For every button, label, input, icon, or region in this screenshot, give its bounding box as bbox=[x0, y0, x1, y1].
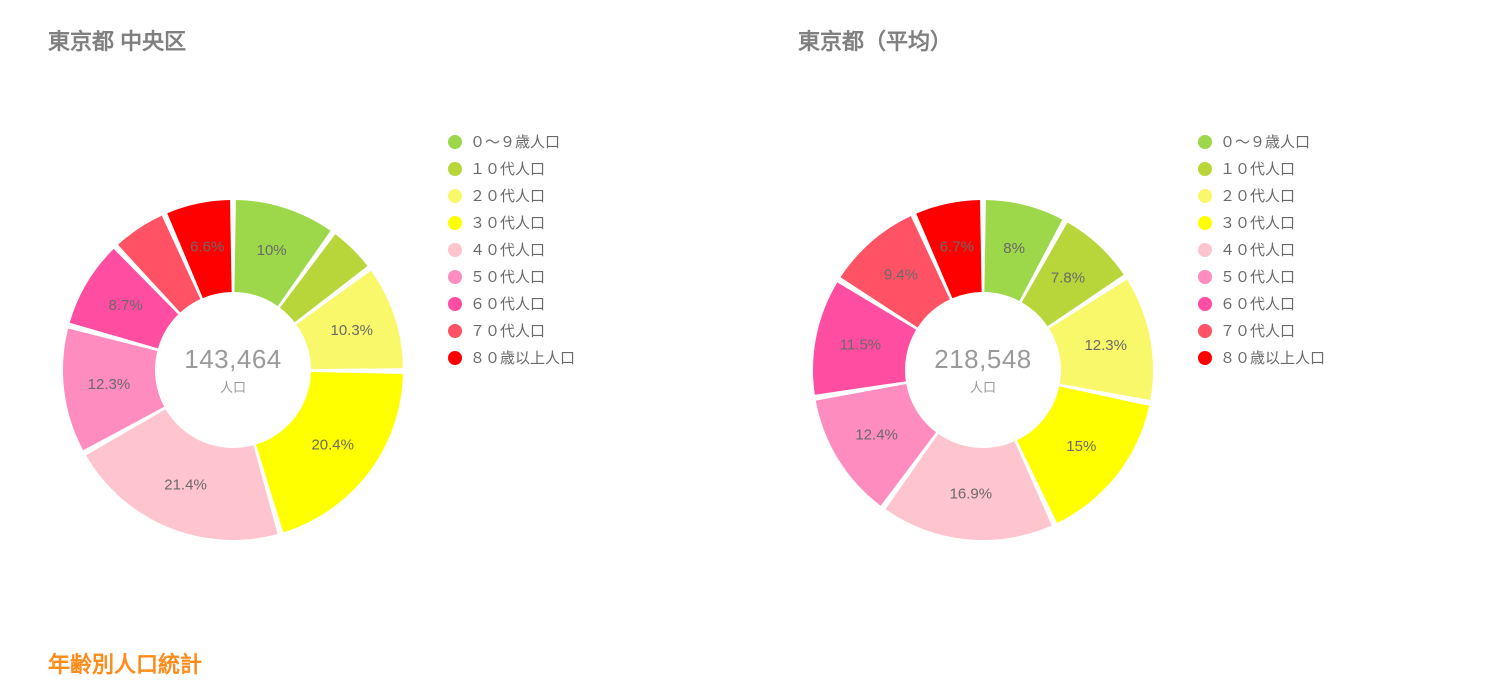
donut-chart: 10% 10.3% 20.4% 21.4% 12.3% 8.7% 6.6% bbox=[58, 195, 408, 545]
legend-label: ６０代人口 bbox=[1220, 293, 1295, 314]
slice-label: 6.7% bbox=[940, 239, 974, 256]
legend-item: ２０代人口 bbox=[448, 182, 575, 209]
legend-label: ５０代人口 bbox=[1220, 266, 1295, 287]
legend-item: ０～９歳人口 bbox=[1198, 128, 1325, 155]
donut-chart: 8% 7.8% 12.3% 15% 16.9% 12.4% 11.5% 9.4% 6.7% bbox=[808, 195, 1158, 545]
legend-label: １０代人口 bbox=[1220, 158, 1295, 179]
slice-label: 10% bbox=[257, 242, 287, 259]
legend-label: ３０代人口 bbox=[1220, 212, 1295, 233]
legend-dot-icon bbox=[448, 324, 462, 338]
legend-dot-icon bbox=[1198, 351, 1212, 365]
legend-item: ８０歳以上人口 bbox=[1198, 344, 1325, 371]
slice-label: 12.4% bbox=[855, 427, 898, 444]
legend-dot-icon bbox=[1198, 243, 1212, 257]
panel-title-right: 東京都（平均） bbox=[798, 24, 1494, 56]
legend-item: ４０代人口 bbox=[1198, 236, 1325, 263]
slice-label: 8.7% bbox=[109, 297, 143, 314]
legend-dot-icon bbox=[1198, 270, 1212, 284]
legend-label: ７０代人口 bbox=[470, 320, 545, 341]
legend-dot-icon bbox=[448, 351, 462, 365]
donut-left: 10%10.3%20.4%21.4%12.3%8.7%6.6%143,464人口 bbox=[58, 195, 408, 545]
legend-label: ４０代人口 bbox=[1220, 239, 1295, 260]
legend-label: ８０歳以上人口 bbox=[470, 347, 575, 368]
legend-item: ６０代人口 bbox=[448, 290, 575, 317]
legend-dot-icon bbox=[448, 243, 462, 257]
legend-label: ２０代人口 bbox=[470, 185, 545, 206]
legend-label: ４０代人口 bbox=[470, 239, 545, 260]
legend-item: ５０代人口 bbox=[448, 263, 575, 290]
slice-label: 12.3% bbox=[1084, 337, 1127, 354]
legend-label: ６０代人口 bbox=[470, 293, 545, 314]
legend-item: ６０代人口 bbox=[1198, 290, 1325, 317]
legend-dot-icon bbox=[1198, 297, 1212, 311]
legend-item: １０代人口 bbox=[448, 155, 575, 182]
legend-label: ３０代人口 bbox=[470, 212, 545, 233]
slice-label: 10.3% bbox=[330, 322, 373, 339]
legend-dot-icon bbox=[1198, 189, 1212, 203]
legend-item: ５０代人口 bbox=[1198, 263, 1325, 290]
panel-tokyo-avg: 東京都（平均） 8% 7.8% 12.3% 15% 16.9% 12.4% 11.5% 9.4… bbox=[798, 0, 1494, 620]
donut-right: 8%7.8%12.3%15%16.9%12.4%11.5%9.4%6.7%218… bbox=[808, 195, 1158, 545]
legend-item: ３０代人口 bbox=[448, 209, 575, 236]
slice-label: 21.4% bbox=[164, 477, 207, 494]
slice-label: 6.6% bbox=[190, 239, 224, 256]
legend-item: ７０代人口 bbox=[448, 317, 575, 344]
legend-dot-icon bbox=[448, 135, 462, 149]
legend-label: ８０歳以上人口 bbox=[1220, 347, 1325, 368]
legend-item: ０～９歳人口 bbox=[448, 128, 575, 155]
legend-item: ４０代人口 bbox=[448, 236, 575, 263]
slice-label: 16.9% bbox=[950, 485, 993, 502]
legend-label: ０～９歳人口 bbox=[470, 131, 560, 152]
legend-item: ２０代人口 bbox=[1198, 182, 1325, 209]
legend-dot-icon bbox=[448, 297, 462, 311]
legend-right: ０～９歳人口 １０代人口 ２０代人口 ３０代人口 ４０代人口 ５０代人口 ６０代人口 ７０代人… bbox=[1198, 128, 1325, 371]
legend-label: １０代人口 bbox=[470, 158, 545, 179]
slice-label: 11.5% bbox=[840, 336, 881, 353]
legend-dot-icon bbox=[448, 270, 462, 284]
slice-label: 15% bbox=[1066, 438, 1096, 455]
legend-label: ２０代人口 bbox=[1220, 185, 1295, 206]
legend-item: ３０代人口 bbox=[1198, 209, 1325, 236]
legend-dot-icon bbox=[1198, 324, 1212, 338]
slice-label: 12.3% bbox=[88, 376, 131, 393]
legend-item: １０代人口 bbox=[1198, 155, 1325, 182]
legend-dot-icon bbox=[1198, 135, 1212, 149]
legend-dot-icon bbox=[448, 162, 462, 176]
slice-label: 8% bbox=[1003, 240, 1025, 257]
legend-dot-icon bbox=[1198, 162, 1212, 176]
panel-title-left: 東京都 中央区 bbox=[48, 24, 748, 56]
legend-dot-icon bbox=[448, 189, 462, 203]
panel-chuo: 東京都 中央区 10% 10.3% 20.4% 21.4% 12.3% 8.7% 6.6%1… bbox=[48, 0, 748, 620]
legend-left: ０～９歳人口 １０代人口 ２０代人口 ３０代人口 ４０代人口 ５０代人口 ６０代人口 ７０代人… bbox=[448, 128, 575, 371]
slice-label: 9.4% bbox=[884, 267, 918, 284]
legend-item: ８０歳以上人口 bbox=[448, 344, 575, 371]
legend-label: ５０代人口 bbox=[470, 266, 545, 287]
legend-label: ０～９歳人口 bbox=[1220, 131, 1310, 152]
slice-label: 20.4% bbox=[311, 436, 354, 453]
legend-label: ７０代人口 bbox=[1220, 320, 1295, 341]
section-title: 年齢別人口統計 bbox=[48, 647, 202, 679]
legend-dot-icon bbox=[1198, 216, 1212, 230]
legend-dot-icon bbox=[448, 216, 462, 230]
legend-item: ７０代人口 bbox=[1198, 317, 1325, 344]
slice-label: 7.8% bbox=[1051, 269, 1085, 286]
